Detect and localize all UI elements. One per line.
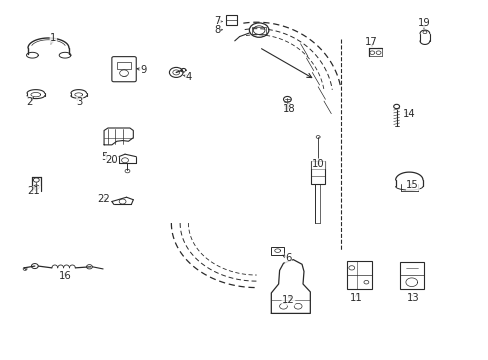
Text: 17: 17: [364, 37, 377, 47]
Text: 21: 21: [27, 186, 40, 197]
Text: 19: 19: [417, 18, 429, 28]
Text: 20: 20: [105, 155, 118, 165]
Bar: [251, 27, 266, 34]
Text: 15: 15: [406, 180, 418, 190]
Text: 18: 18: [283, 104, 295, 114]
Bar: [271, 247, 284, 255]
Text: 4: 4: [185, 72, 191, 82]
Bar: [225, 15, 236, 25]
Text: 12: 12: [282, 295, 294, 305]
Bar: [346, 261, 371, 289]
Text: 8: 8: [214, 25, 221, 35]
Text: 14: 14: [402, 109, 415, 119]
Bar: [310, 161, 325, 184]
Bar: [399, 262, 423, 289]
Text: 16: 16: [59, 271, 71, 281]
Bar: [117, 62, 131, 69]
Text: 1: 1: [50, 33, 57, 43]
Text: 2: 2: [26, 97, 32, 107]
Text: 9: 9: [140, 64, 146, 75]
Text: 7: 7: [214, 17, 221, 27]
Text: 13: 13: [406, 293, 418, 303]
Text: 5: 5: [101, 152, 107, 162]
Text: 6: 6: [285, 253, 291, 263]
Text: 11: 11: [349, 293, 362, 303]
Text: 10: 10: [312, 159, 324, 169]
Text: 3: 3: [77, 97, 82, 107]
Text: 22: 22: [98, 194, 110, 204]
